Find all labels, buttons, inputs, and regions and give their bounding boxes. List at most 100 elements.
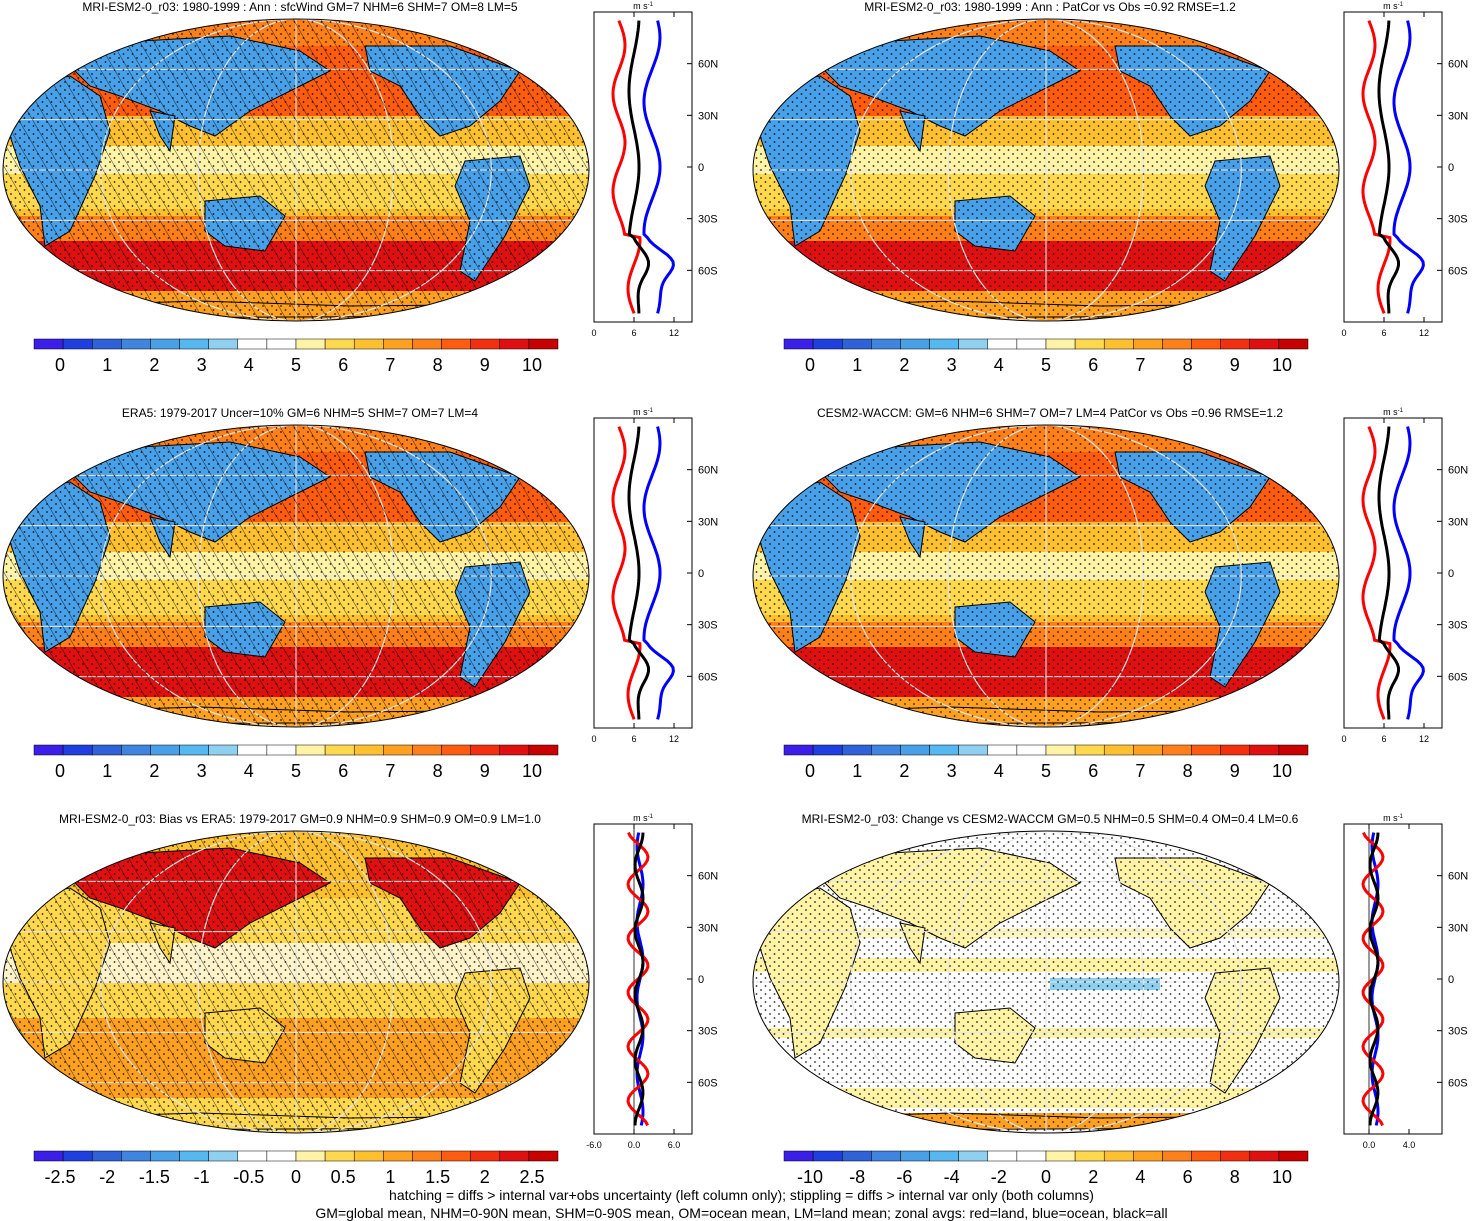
panel-title: MRI-ESM2-0_r03: 1980-1999 : Ann : PatCor… (864, 0, 1236, 14)
colorbar-label: -2 (99, 1167, 115, 1187)
colorbar-label: 4 (244, 761, 254, 781)
colorbar-label: 8 (433, 355, 443, 375)
zonal-lat-label: 0 (1448, 568, 1454, 580)
zonal-lat-label: 0 (1448, 162, 1454, 174)
map-p2 (752, 18, 1340, 322)
colorbar-p2: 0 1 2 3 4 5 6 7 8 9 10 (783, 338, 1309, 375)
zonal-x-tick: 6 (1381, 328, 1386, 338)
zonal-x-tick: 0 (591, 328, 596, 338)
panel-title: MRI-ESM2-0_r03: 1980-1999 : Ann : sfcWin… (82, 0, 518, 14)
colorbar-label: 6 (338, 355, 348, 375)
zonal-units: m s-1 (633, 813, 653, 823)
zonal-x-tick: -6.0 (586, 1140, 602, 1150)
colorbar-label: 10 (1272, 355, 1292, 375)
zonal-lat-label: 30S (1448, 214, 1468, 226)
zonal-mean-plot-p1: m s-1 60N 30N 0 30S 60S 0 6 12 (591, 1, 718, 338)
colorbar-label: -6 (896, 1167, 912, 1187)
panel-title: ERA5: 1979-2017 Uncer=10% GM=6 NHM=5 SHM… (121, 406, 479, 420)
panel-p6: MRI-ESM2-0_r03: Change vs CESM2-WACCM GM… (750, 812, 1483, 1218)
colorbar-label: 8 (1230, 1167, 1240, 1187)
zonal-lat-label: 60N (1448, 59, 1468, 71)
zonal-lat-label: 60N (698, 59, 718, 71)
zonal-x-tick: 6.0 (668, 1140, 681, 1150)
zonal-lat-label: 60S (698, 1077, 718, 1089)
zonal-lat-label: 30S (698, 620, 718, 632)
zonal-x-tick: 0 (591, 734, 596, 744)
zonal-lat-label: 30S (1448, 620, 1468, 632)
colorbar-p5: -2.5 -2 -1.5 -1 -0.5 0 0.5 1 1.5 2 2.5 (33, 1150, 559, 1187)
colorbar-label: -2.5 (44, 1167, 75, 1187)
map-p4 (752, 424, 1340, 728)
zonal-lat-label: 0 (1448, 974, 1454, 986)
colorbar-label: 4 (244, 355, 254, 375)
panel-p5: MRI-ESM2-0_r03: Bias vs ERA5: 1979-2017 … (0, 812, 741, 1218)
zonal-lat-label: 0 (698, 162, 704, 174)
colorbar-label: 0.5 (331, 1167, 356, 1187)
zonal-lat-label: 60N (1448, 871, 1468, 883)
colorbar-label: 7 (385, 355, 395, 375)
colorbar-label: -1.5 (139, 1167, 170, 1187)
panel-title: CESM2-WACCM: GM=6 NHM=6 SHM=7 OM=7 LM=4 … (816, 406, 1284, 420)
colorbar-label: 2 (1088, 1167, 1098, 1187)
colorbar-label: -2 (991, 1167, 1007, 1187)
colorbar-label: -0.5 (233, 1167, 264, 1187)
colorbar-label: 6 (1088, 761, 1098, 781)
colorbar-label: 8 (1183, 761, 1193, 781)
zonal-units: m s-1 (633, 407, 653, 417)
zonal-lat-label: 30S (1448, 1026, 1468, 1038)
zonal-mean-plot-p4: m s-1 60N 30N 0 30S 60S 0 6 12 (1341, 407, 1468, 744)
colorbar-label: 2.5 (519, 1167, 544, 1187)
zonal-x-tick: 12 (1419, 734, 1429, 744)
colorbar-label: 6 (338, 761, 348, 781)
colorbar-label: 8 (1183, 355, 1193, 375)
colorbar-p3: 0 1 2 3 4 5 6 7 8 9 10 (33, 744, 559, 781)
zonal-x-tick: 6 (631, 734, 636, 744)
zonal-lat-label: 60N (1448, 465, 1468, 477)
colorbar-label: 2 (149, 355, 159, 375)
colorbar-label: 1 (102, 355, 112, 375)
colorbar-label: 4 (994, 761, 1004, 781)
zonal-lat-label: 0 (698, 568, 704, 580)
colorbar-p4: 0 1 2 3 4 5 6 7 8 9 10 (783, 744, 1309, 781)
map-p3 (2, 424, 590, 728)
footer-line-2: GM=global mean, NHM=0-90N mean, SHM=0-90… (315, 1205, 1168, 1221)
colorbar-label: 6 (1088, 355, 1098, 375)
colorbar-label: 6 (1183, 1167, 1193, 1187)
zonal-x-tick: 0.0 (1363, 1140, 1376, 1150)
zonal-lat-label: 30N (1448, 110, 1468, 122)
colorbar-label: -10 (797, 1167, 823, 1187)
colorbar-label: 4 (1135, 1167, 1145, 1187)
colorbar-label: 3 (197, 355, 207, 375)
zonal-units: m s-1 (1383, 407, 1403, 417)
colorbar-label: 2 (480, 1167, 490, 1187)
zonal-lat-label: 30N (698, 516, 718, 528)
zonal-mean-plot-p6: m s-1 60N 30N 0 30S 60S 0.0 4.0 (1343, 813, 1468, 1150)
zonal-lat-label: 30S (698, 1026, 718, 1038)
colorbar-label: 5 (291, 355, 301, 375)
zonal-lat-label: 60S (698, 671, 718, 683)
zonal-x-tick: 12 (669, 328, 679, 338)
colorbar-label: 1 (385, 1167, 395, 1187)
zonal-lat-label: 0 (698, 974, 704, 986)
colorbar-label: 5 (1041, 761, 1051, 781)
zonal-units: m s-1 (633, 1, 653, 11)
colorbar-label: 0 (55, 761, 65, 781)
colorbar-label: -8 (849, 1167, 865, 1187)
zonal-lat-label: 30N (698, 922, 718, 934)
zonal-mean-plot-p2: m s-1 60N 30N 0 30S 60S 0 6 12 (1341, 1, 1468, 338)
colorbar-p6: -10 -8 -6 -4 -2 0 2 4 6 8 10 (783, 1150, 1309, 1187)
colorbar-label: 7 (385, 761, 395, 781)
zonal-lat-label: 60S (1448, 671, 1468, 683)
colorbar-label: 0 (805, 355, 815, 375)
zonal-x-tick: 12 (669, 734, 679, 744)
zonal-lat-label: 60N (698, 465, 718, 477)
zonal-x-tick: 0 (1341, 328, 1346, 338)
colorbar-label: 0 (55, 355, 65, 375)
colorbar-p1: 0 1 2 3 4 5 6 7 8 9 10 (33, 338, 559, 375)
colorbar-label: 3 (947, 761, 957, 781)
zonal-x-tick: 12 (1419, 328, 1429, 338)
colorbar-label: 2 (899, 355, 909, 375)
colorbar-label: 1 (102, 761, 112, 781)
colorbar-label: 10 (1272, 761, 1292, 781)
colorbar-label: 10 (1272, 1167, 1292, 1187)
